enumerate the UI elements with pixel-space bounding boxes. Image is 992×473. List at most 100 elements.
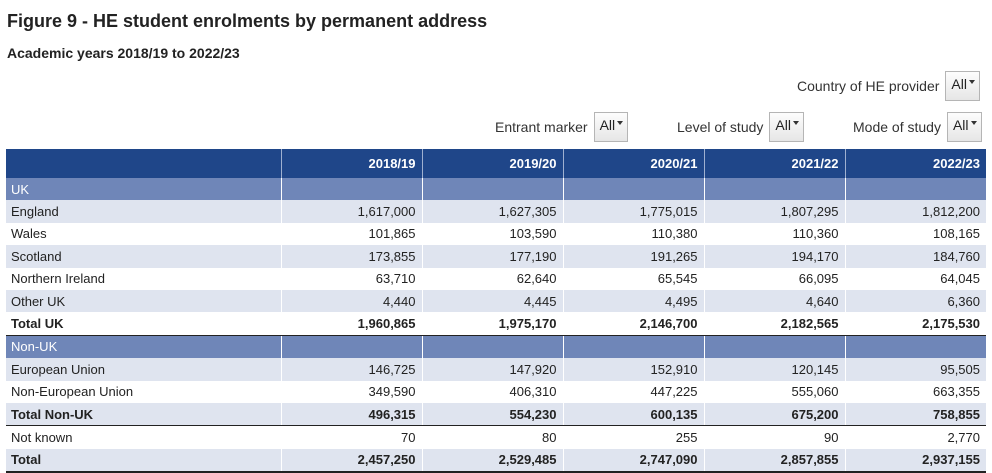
- column-header: [6, 149, 282, 178]
- table-cell: 194,170: [704, 245, 846, 268]
- table-cell: [563, 178, 705, 201]
- dropdown-caret-icon: [970, 121, 977, 125]
- dropdown-caret-icon: [792, 121, 799, 125]
- table-cell: [845, 335, 986, 359]
- table-cell: 2,182,565: [704, 312, 846, 336]
- filter-level-label: Level of study: [677, 119, 764, 135]
- row-label: Other UK: [6, 289, 282, 313]
- row-label: Northern Ireland: [6, 267, 282, 290]
- column-header: 2022/23: [845, 149, 986, 178]
- row-label: Non-European Union: [6, 380, 282, 403]
- filter-entrant-label: Entrant marker: [495, 119, 588, 135]
- table-cell: 496,315: [281, 402, 423, 427]
- table-cell: 1,960,865: [281, 312, 423, 336]
- table-cell: 108,165: [845, 222, 986, 246]
- table-row: Other UK 4,440 4,445 4,495 4,640 6,360: [6, 289, 986, 313]
- table-cell: 4,495: [563, 289, 705, 313]
- filter-level-value: All: [775, 117, 791, 133]
- table-header-row: 2018/19 2019/20 2020/21 2021/22 2022/23: [6, 149, 986, 178]
- table-total-row: Total 2,457,250 2,529,485 2,747,090 2,857,85…: [6, 448, 986, 473]
- table-total-row: Total UK 1,960,865 1,975,170 2,146,700 2,182…: [6, 312, 986, 336]
- table-row: Not known 70 80 255 90 2,770: [6, 425, 986, 449]
- table-cell: 4,440: [281, 289, 423, 313]
- page-subtitle: Academic years 2018/19 to 2022/23: [7, 45, 240, 61]
- table-cell: 255: [563, 425, 705, 449]
- filter-entrant-dropdown[interactable]: All: [593, 112, 629, 142]
- table-total-row: Total Non-UK 496,315 554,230 600,135 675,200…: [6, 402, 986, 427]
- table-cell: 600,135: [563, 402, 705, 427]
- column-header: 2021/22: [704, 149, 846, 178]
- dropdown-caret-icon: [617, 121, 624, 125]
- table-cell: [422, 178, 564, 201]
- row-label: Total Non-UK: [6, 402, 282, 427]
- filter-level-dropdown[interactable]: All: [769, 112, 804, 142]
- filter-mode-dropdown[interactable]: All: [946, 112, 982, 142]
- table-row: Non-European Union 349,590 406,310 447,225 5…: [6, 380, 986, 403]
- page-title: Figure 9 - HE student enrolments by perm…: [7, 11, 488, 31]
- table-cell: 66,095: [704, 267, 846, 290]
- table-cell: 173,855: [281, 245, 423, 268]
- filter-mode-label: Mode of study: [853, 119, 941, 135]
- table-cell: 2,529,485: [422, 448, 564, 473]
- filter-entrant-value: All: [599, 117, 616, 133]
- table-body: UK England 1,617,000 1,627,305 1,775,015 1,80…: [6, 178, 986, 473]
- table-cell: 1,775,015: [563, 200, 705, 223]
- table-cell: 447,225: [563, 380, 705, 403]
- table-cell: 4,445: [422, 289, 564, 313]
- table-cell: 406,310: [422, 380, 564, 403]
- table-cell: 2,457,250: [281, 448, 423, 473]
- filter-mode-value: All: [952, 117, 969, 133]
- table-row: European Union 146,725 147,920 152,910 120,1…: [6, 358, 986, 381]
- table-cell: 554,230: [422, 402, 564, 427]
- row-label: Scotland: [6, 245, 282, 268]
- enrolments-table: 2018/19 2019/20 2020/21 2021/22 2022/23 …: [6, 149, 986, 473]
- table-cell: [563, 335, 705, 359]
- table-cell: 2,857,855: [704, 448, 846, 473]
- column-header: 2019/20: [422, 149, 564, 178]
- table-cell: 62,640: [422, 267, 564, 290]
- row-label: Total: [6, 448, 282, 473]
- table-cell: 6,360: [845, 289, 986, 313]
- table-row: Wales 101,865 103,590 110,380 110,360 108,165: [6, 222, 986, 246]
- table-cell: 4,640: [704, 289, 846, 313]
- filter-country: Country of HE provider All: [797, 71, 980, 101]
- table-section-row: UK: [6, 178, 986, 201]
- row-label: Total UK: [6, 312, 282, 336]
- table-cell: 63,710: [281, 267, 423, 290]
- table-cell: 110,360: [704, 222, 846, 246]
- table-cell: [704, 335, 846, 359]
- table-cell: 177,190: [422, 245, 564, 268]
- filter-entrant: Entrant marker All: [495, 112, 629, 142]
- column-header: 2018/19: [281, 149, 423, 178]
- table-cell: 120,145: [704, 358, 846, 381]
- table-cell: 1,975,170: [422, 312, 564, 336]
- table-cell: 95,505: [845, 358, 986, 381]
- filter-country-dropdown[interactable]: All: [945, 71, 980, 101]
- row-label: Non-UK: [6, 335, 282, 359]
- table-cell: 675,200: [704, 402, 846, 427]
- table-cell: 1,617,000: [281, 200, 423, 223]
- table-cell: 1,807,295: [704, 200, 846, 223]
- table-cell: 146,725: [281, 358, 423, 381]
- row-label: UK: [6, 178, 282, 201]
- filter-country-label: Country of HE provider: [797, 78, 940, 94]
- table-row: Scotland 173,855 177,190 191,265 194,170 184,…: [6, 245, 986, 268]
- table-cell: 2,937,155: [845, 448, 986, 473]
- row-label: Wales: [6, 222, 282, 246]
- row-label: England: [6, 200, 282, 223]
- column-header: 2020/21: [563, 149, 705, 178]
- table-cell: 2,146,700: [563, 312, 705, 336]
- table-cell: 555,060: [704, 380, 846, 403]
- table-cell: [281, 178, 423, 201]
- table-cell: 191,265: [563, 245, 705, 268]
- table-cell: 90: [704, 425, 846, 449]
- table-cell: [422, 335, 564, 359]
- row-label: European Union: [6, 358, 282, 381]
- table-cell: 2,747,090: [563, 448, 705, 473]
- filter-level: Level of study All: [677, 112, 804, 142]
- table-cell: 663,355: [845, 380, 986, 403]
- row-label: Not known: [6, 425, 282, 449]
- table-cell: 1,627,305: [422, 200, 564, 223]
- table-cell: 65,545: [563, 267, 705, 290]
- filter-country-value: All: [951, 76, 967, 92]
